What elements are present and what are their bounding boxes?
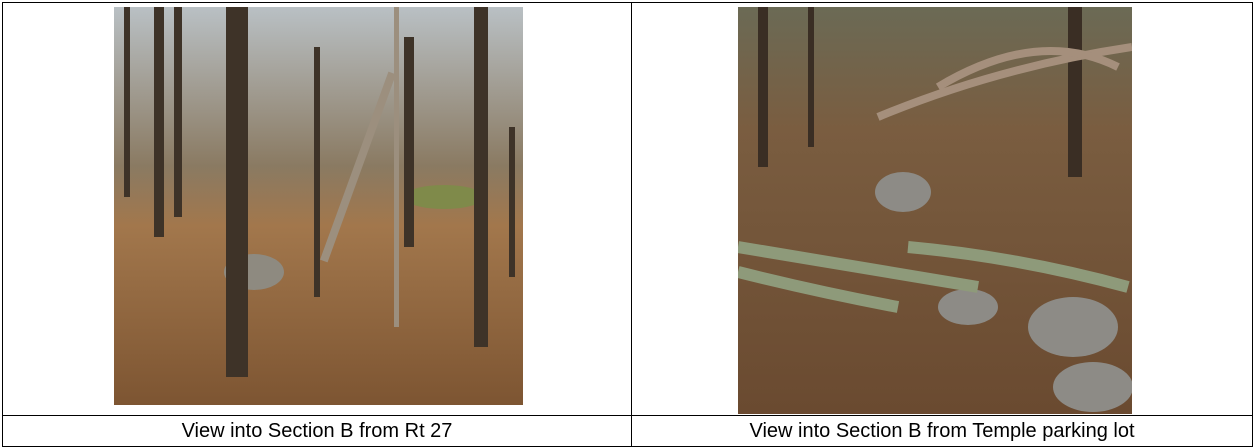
photo-caption: View into Section B from Temple parking … — [631, 416, 1253, 446]
page: View into Section B from Rt 27 View into… — [0, 0, 1255, 448]
photo — [738, 7, 1132, 414]
photo-caption: View into Section B from Rt 27 — [2, 416, 632, 446]
photo — [114, 7, 523, 405]
